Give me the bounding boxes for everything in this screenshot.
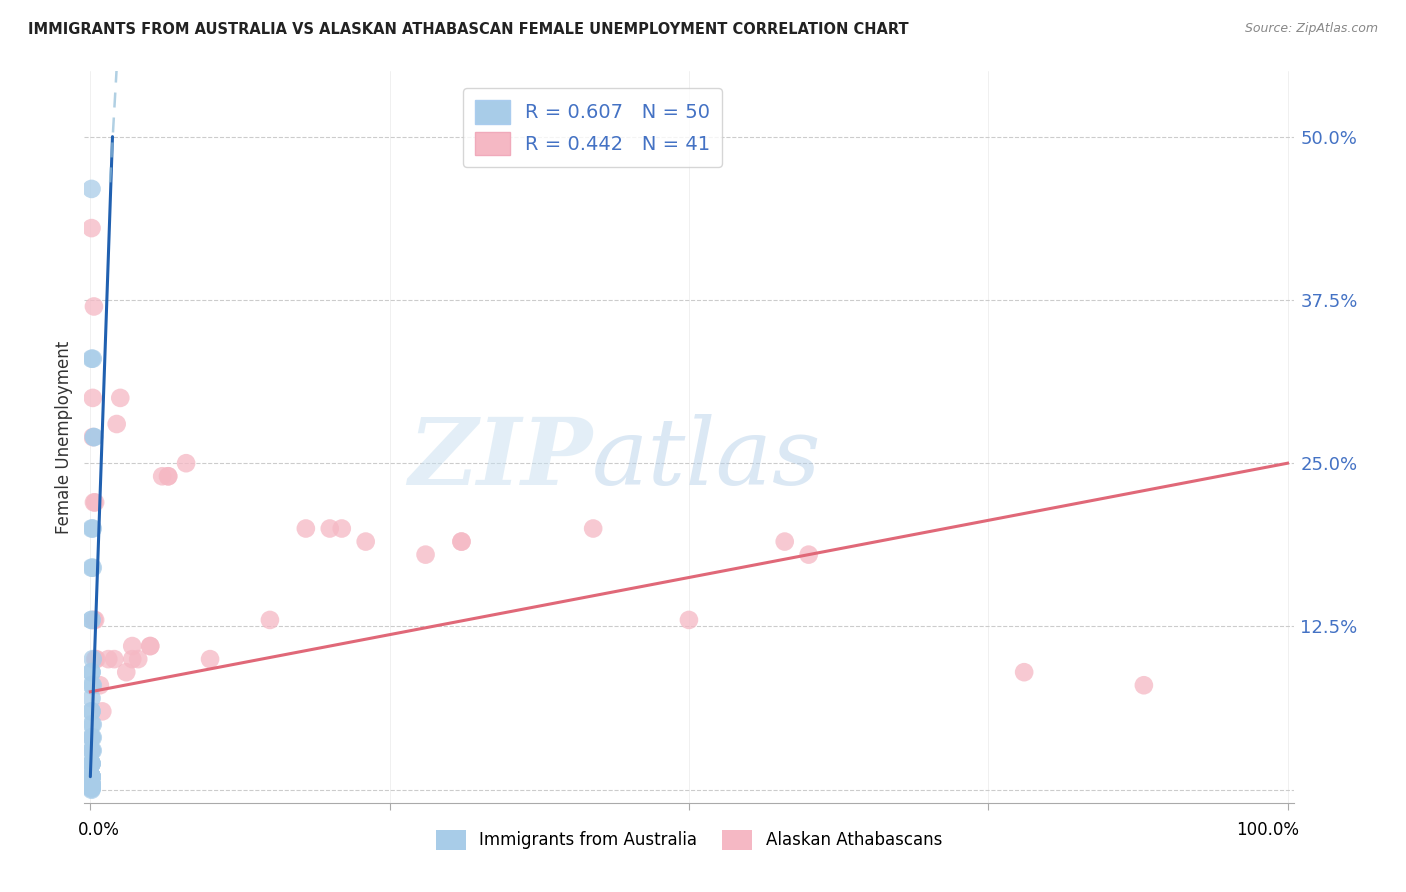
- Point: [82, 717, 104, 731]
- Text: IMMIGRANTS FROM AUSTRALIA VS ALASKAN ATHABASCAN FEMALE UNEMPLOYMENT CORRELATION : IMMIGRANTS FROM AUSTRALIA VS ALASKAN ATH…: [28, 22, 908, 37]
- Point: [121, 652, 143, 666]
- Point: [83, 613, 105, 627]
- Text: Source: ZipAtlas.com: Source: ZipAtlas.com: [1244, 22, 1378, 36]
- Point: [80, 776, 103, 790]
- Point: [157, 469, 180, 483]
- Point: [80, 717, 103, 731]
- Point: [80, 731, 103, 745]
- Point: [80, 665, 103, 680]
- Point: [80, 756, 103, 771]
- Point: [89, 678, 111, 692]
- Point: [82, 652, 104, 666]
- Point: [80, 770, 103, 784]
- Point: [80, 770, 103, 784]
- Point: [80, 182, 103, 196]
- Point: [80, 779, 103, 793]
- Point: [105, 417, 128, 431]
- Text: 0.0%: 0.0%: [79, 821, 120, 839]
- Point: [150, 469, 173, 483]
- Point: [80, 770, 103, 784]
- Point: [80, 770, 103, 784]
- Y-axis label: Female Unemployment: Female Unemployment: [55, 341, 73, 533]
- Point: [319, 521, 342, 535]
- Point: [80, 678, 103, 692]
- Point: [80, 780, 103, 794]
- Point: [82, 521, 104, 535]
- Point: [82, 391, 104, 405]
- Point: [121, 639, 143, 653]
- Point: [415, 548, 437, 562]
- Text: 100.0%: 100.0%: [1236, 821, 1299, 839]
- Point: [127, 652, 149, 666]
- Point: [82, 560, 104, 574]
- Point: [330, 521, 353, 535]
- Point: [80, 351, 103, 366]
- Point: [83, 430, 105, 444]
- Point: [80, 776, 103, 790]
- Point: [80, 560, 103, 574]
- Point: [80, 770, 103, 784]
- Point: [80, 770, 103, 784]
- Point: [80, 613, 103, 627]
- Point: [82, 351, 104, 366]
- Point: [91, 705, 114, 719]
- Point: [80, 665, 103, 680]
- Point: [80, 743, 103, 757]
- Point: [84, 613, 107, 627]
- Point: [80, 776, 103, 790]
- Point: [80, 756, 103, 771]
- Point: [797, 548, 820, 562]
- Point: [80, 770, 103, 784]
- Point: [80, 781, 103, 796]
- Point: [678, 613, 700, 627]
- Point: [1012, 665, 1035, 680]
- Point: [110, 391, 132, 405]
- Point: [174, 456, 197, 470]
- Point: [450, 534, 472, 549]
- Point: [80, 781, 103, 796]
- Point: [80, 731, 103, 745]
- Point: [80, 770, 103, 784]
- Point: [450, 534, 472, 549]
- Point: [80, 743, 103, 757]
- Point: [83, 430, 105, 444]
- Point: [139, 639, 162, 653]
- Point: [82, 743, 104, 757]
- Point: [198, 652, 221, 666]
- Point: [82, 731, 104, 745]
- Point: [82, 678, 104, 692]
- Legend: Immigrants from Australia, Alaskan Athabascans: Immigrants from Australia, Alaskan Athab…: [429, 823, 949, 856]
- Point: [80, 756, 103, 771]
- Point: [1133, 678, 1156, 692]
- Point: [773, 534, 796, 549]
- Point: [259, 613, 281, 627]
- Text: atlas: atlas: [592, 414, 821, 504]
- Point: [115, 665, 138, 680]
- Point: [80, 521, 103, 535]
- Point: [157, 469, 180, 483]
- Point: [80, 779, 103, 793]
- Point: [80, 705, 103, 719]
- Point: [80, 770, 103, 784]
- Point: [354, 534, 377, 549]
- Point: [86, 652, 108, 666]
- Point: [80, 782, 103, 797]
- Text: ZIP: ZIP: [408, 414, 592, 504]
- Point: [84, 495, 107, 509]
- Point: [295, 521, 318, 535]
- Point: [80, 221, 103, 235]
- Point: [582, 521, 605, 535]
- Point: [80, 691, 103, 706]
- Point: [80, 780, 103, 794]
- Point: [103, 652, 125, 666]
- Point: [80, 705, 103, 719]
- Point: [84, 652, 107, 666]
- Point: [139, 639, 162, 653]
- Point: [80, 756, 103, 771]
- Point: [82, 430, 104, 444]
- Point: [80, 613, 103, 627]
- Point: [83, 300, 105, 314]
- Point: [97, 652, 120, 666]
- Point: [83, 495, 105, 509]
